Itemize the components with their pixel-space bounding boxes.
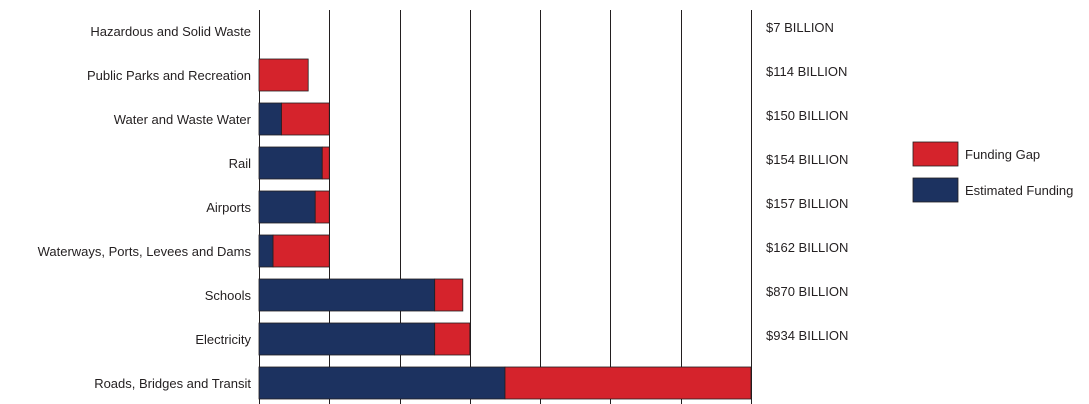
bars bbox=[258, 58, 752, 400]
bar-funding-gap-1 bbox=[258, 58, 309, 92]
bar-funding-gap-6 bbox=[434, 278, 464, 312]
category-label: Water and Waste Water bbox=[114, 112, 252, 127]
legend-swatch-estimated-funding bbox=[912, 177, 959, 203]
bar-funding-gap-4 bbox=[314, 190, 330, 224]
total-label: $154 BILLION bbox=[766, 152, 848, 167]
total-label: $162 BILLION bbox=[766, 240, 848, 255]
total-label: $934 BILLION bbox=[766, 328, 848, 343]
bar-funding-gap-8 bbox=[504, 366, 752, 400]
total-label: $7 BILLION bbox=[766, 20, 834, 35]
bar-estimated-funding-2 bbox=[258, 102, 282, 136]
category-label: Schools bbox=[205, 288, 252, 303]
total-labels: $7 BILLION $114 BILLION $150 BILLION $154 B… bbox=[766, 20, 848, 343]
bar-funding-gap-7 bbox=[434, 322, 471, 356]
bar-estimated-funding-8 bbox=[258, 366, 506, 400]
total-label: $157 BILLION bbox=[766, 196, 848, 211]
bar-estimated-funding-5 bbox=[258, 234, 274, 268]
bar-estimated-funding-4 bbox=[258, 190, 316, 224]
legend-swatch-funding-gap bbox=[912, 141, 959, 167]
bar-estimated-funding-3 bbox=[258, 146, 323, 180]
total-label: $150 BILLION bbox=[766, 108, 848, 123]
legend: Funding Gap Estimated Funding bbox=[912, 141, 1073, 203]
category-label: Hazardous and Solid Waste bbox=[90, 24, 251, 39]
legend-label: Funding Gap bbox=[965, 147, 1040, 162]
bar-estimated-funding-7 bbox=[258, 322, 436, 356]
legend-label: Estimated Funding bbox=[965, 183, 1073, 198]
category-label: Rail bbox=[229, 156, 252, 171]
bar-funding-gap-2 bbox=[281, 102, 330, 136]
category-label: Public Parks and Recreation bbox=[87, 68, 251, 83]
category-label: Roads, Bridges and Transit bbox=[94, 376, 251, 391]
bar-estimated-funding-6 bbox=[258, 278, 436, 312]
category-label: Waterways, Ports, Levees and Dams bbox=[38, 244, 252, 259]
category-labels: Hazardous and Solid Waste Public Parks an… bbox=[38, 24, 252, 391]
total-label: $870 BILLION bbox=[766, 284, 848, 299]
bar-funding-gap-5 bbox=[272, 234, 330, 268]
total-label: $114 BILLION bbox=[766, 64, 847, 79]
bar-funding-gap-3 bbox=[321, 146, 330, 180]
gridlines bbox=[259, 10, 752, 404]
category-label: Airports bbox=[206, 200, 251, 215]
category-label: Electricity bbox=[195, 332, 251, 347]
